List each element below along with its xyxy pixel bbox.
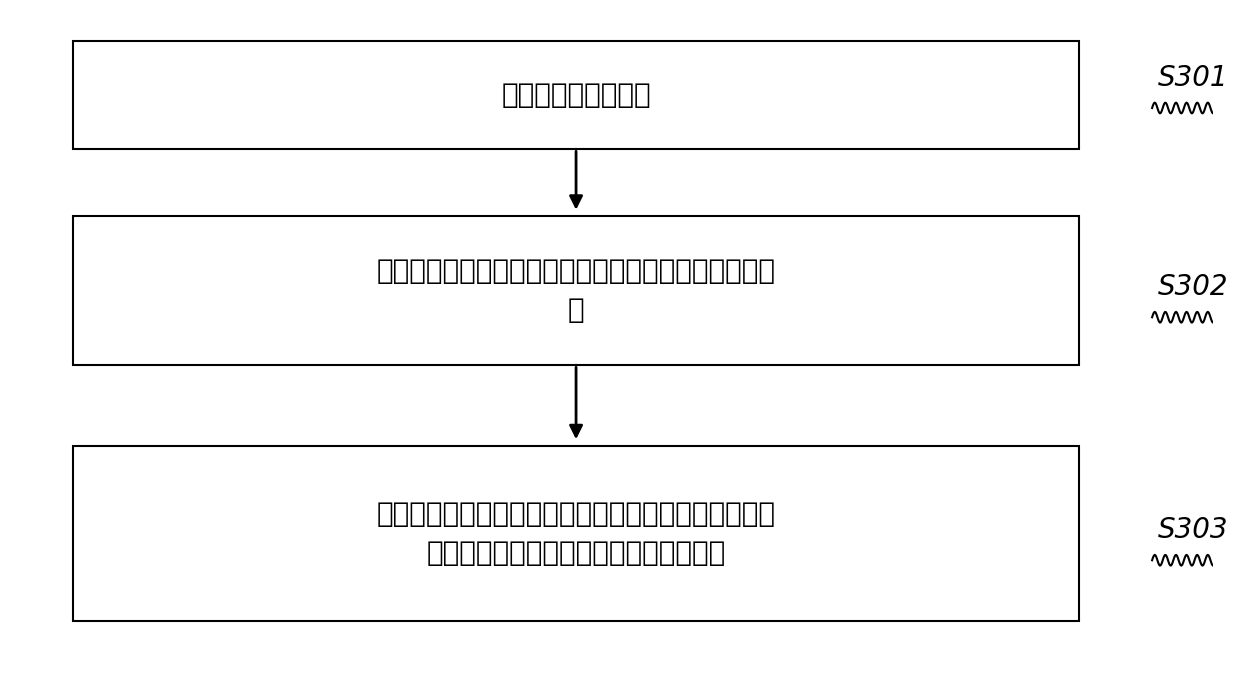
Text: S303: S303: [1158, 516, 1229, 544]
FancyBboxPatch shape: [73, 446, 1079, 621]
Text: S301: S301: [1158, 63, 1229, 92]
Text: 根据排气压力、润滑油浓度、润滑油密度和冷媒气管的
内径，从预设表格中获取最低制冷剂流量: 根据排气压力、润滑油浓度、润滑油密度和冷媒气管的 内径，从预设表格中获取最低制冷…: [377, 500, 775, 567]
FancyBboxPatch shape: [73, 216, 1079, 364]
FancyBboxPatch shape: [73, 40, 1079, 148]
Text: S302: S302: [1158, 273, 1229, 301]
Text: 获取系统中的润滑油浓度、润滑油密度和冷媒气管的内
径: 获取系统中的润滑油浓度、润滑油密度和冷媒气管的内 径: [377, 256, 775, 324]
Text: 获取系统的排气压力: 获取系统的排气压力: [501, 80, 651, 109]
